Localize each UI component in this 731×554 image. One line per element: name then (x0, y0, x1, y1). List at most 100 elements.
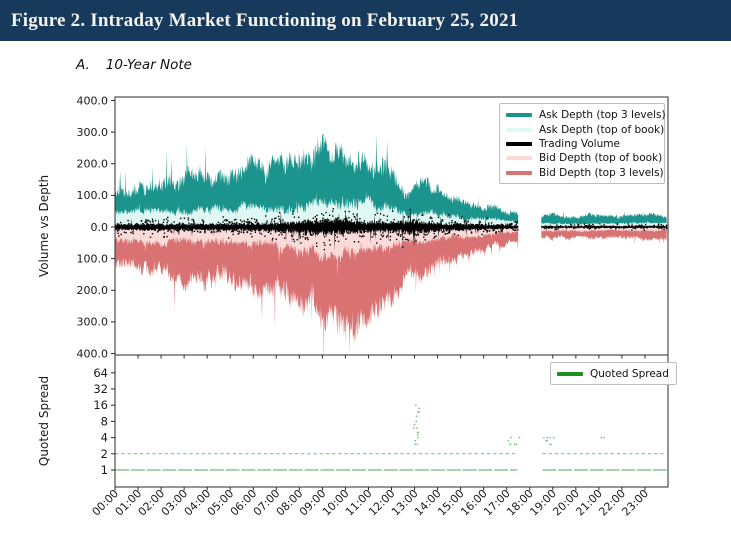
trading-volume-dot (396, 224, 398, 226)
legend-swatch (506, 113, 532, 118)
trading-volume-dot (237, 233, 239, 235)
trading-volume-dot (209, 223, 211, 225)
trading-volume-dot (376, 242, 378, 244)
trading-volume-dot (577, 225, 579, 227)
trading-volume-dot (416, 233, 419, 235)
trading-volume-dot (193, 222, 195, 224)
trading-volume-dot (265, 223, 267, 226)
trading-volume-dot (240, 231, 243, 233)
trading-volume-dot (305, 228, 307, 231)
trading-volume-dot (206, 228, 208, 230)
trading-volume-dot (392, 230, 395, 232)
trading-volume-dot (141, 223, 144, 225)
y-tick-label: 200.0 (77, 284, 109, 297)
trading-volume-dot (143, 229, 146, 231)
trading-volume-dot (398, 233, 400, 235)
trading-volume-dot (278, 234, 280, 236)
trading-volume-dot (382, 232, 384, 234)
trading-volume-dot (455, 221, 457, 224)
bid-depth-top3-area (115, 227, 519, 355)
trading-volume-dot (501, 230, 503, 233)
trading-volume-dot (296, 227, 299, 229)
trading-volume-dot (305, 234, 307, 236)
y-tick-label: 400.0 (77, 94, 109, 107)
trading-volume-dot (646, 227, 648, 229)
trading-volume-dot (387, 223, 389, 225)
quoted-spread-dot (543, 436, 545, 439)
trading-volume-dot (575, 227, 577, 229)
trading-volume-dot (358, 227, 360, 229)
trading-volume-dot (115, 227, 117, 230)
trading-volume-dot (661, 225, 663, 228)
trading-volume-dot (620, 226, 623, 229)
trading-volume-dot (239, 219, 242, 221)
trading-volume-dot (244, 225, 247, 227)
y-tick-label: 400.0 (77, 347, 109, 360)
trading-volume-dot (584, 225, 587, 227)
trading-volume-dot (418, 219, 420, 221)
trading-volume-dot (316, 245, 318, 247)
trading-volume-dot (267, 224, 269, 227)
trading-volume-dot (453, 224, 455, 226)
trading-volume-dot (366, 226, 368, 228)
trading-volume-dot (283, 229, 285, 231)
trading-volume-dot (273, 220, 276, 222)
trading-volume-dot (431, 217, 433, 220)
trading-volume-dot (433, 232, 435, 235)
trading-volume-dot (314, 231, 316, 233)
trading-volume-dot (325, 211, 327, 214)
legend-swatch (506, 127, 532, 132)
trading-volume-dot (581, 226, 583, 228)
trading-volume-dot (323, 228, 325, 230)
trading-volume-dot (157, 230, 160, 232)
quoted-spread-dot (413, 427, 415, 429)
trading-volume-dot (135, 228, 138, 230)
trading-volume-dot (154, 219, 157, 222)
trading-volume-dot (348, 232, 350, 235)
trading-volume-dot (390, 221, 392, 223)
trading-volume-dot (288, 227, 290, 229)
legend-swatch (506, 170, 532, 175)
trading-volume-dot (317, 226, 319, 228)
trading-volume-dot (256, 219, 258, 221)
trading-volume-dot (370, 227, 372, 229)
trading-volume-dot (637, 226, 639, 228)
trading-volume-dot (148, 226, 150, 228)
trading-volume-dot (195, 226, 197, 229)
trading-volume-dot (257, 229, 260, 231)
trading-volume-dot (333, 219, 335, 221)
trading-volume-dot (501, 228, 504, 230)
trading-volume-dot (303, 226, 305, 229)
trading-volume-dot (429, 223, 431, 226)
trading-volume-dot (385, 236, 388, 238)
trading-volume-dot (152, 221, 154, 223)
trading-volume-dot (379, 238, 382, 240)
trading-volume-dot (352, 213, 354, 215)
trading-volume-dot (589, 227, 592, 230)
trading-volume-dot (376, 226, 378, 229)
trading-volume-dot (295, 227, 297, 229)
quoted-spread-dot (514, 443, 516, 446)
trading-volume-dot (441, 219, 444, 221)
trading-volume-dot (389, 235, 392, 238)
trading-volume-dot (498, 231, 500, 233)
trading-volume-dot (383, 230, 386, 232)
trading-volume-dot (349, 229, 351, 231)
quoted-spread-dot (603, 436, 605, 439)
trading-volume-dot (268, 229, 270, 231)
trading-volume-dot (315, 218, 318, 220)
trading-volume-dot (493, 228, 496, 230)
trading-volume-dot (123, 226, 125, 228)
trading-volume-dot (508, 223, 511, 225)
bottom-panel-data (115, 404, 667, 471)
trading-volume-dot (353, 241, 356, 243)
trading-volume-dot (332, 208, 335, 210)
trading-volume-dot (329, 214, 331, 216)
trading-volume-dot (348, 217, 350, 219)
trading-volume-dot (448, 231, 450, 233)
trading-volume-dot (556, 228, 558, 230)
trading-volume-dot (144, 226, 147, 229)
trading-volume-dot (660, 226, 662, 229)
trading-volume-dot (216, 229, 219, 231)
trading-volume-dot (480, 227, 483, 230)
